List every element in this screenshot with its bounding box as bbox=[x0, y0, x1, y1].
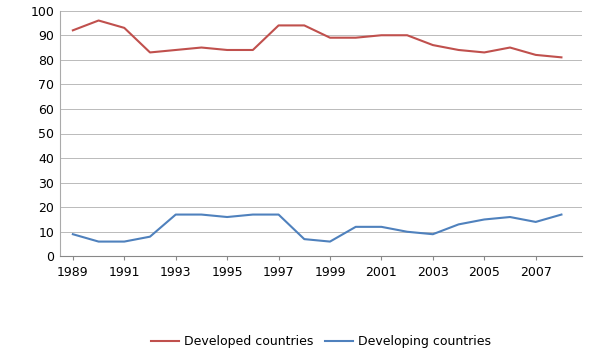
Developed countries bbox=[429, 43, 436, 47]
Developing countries bbox=[326, 240, 334, 244]
Developing countries bbox=[558, 213, 565, 217]
Legend: Developed countries, Developing countries: Developed countries, Developing countrie… bbox=[146, 330, 496, 353]
Developed countries bbox=[506, 46, 514, 50]
Developed countries bbox=[146, 50, 154, 54]
Developing countries bbox=[146, 235, 154, 239]
Developed countries bbox=[326, 36, 334, 40]
Developing countries bbox=[198, 213, 205, 217]
Developed countries bbox=[121, 26, 128, 30]
Developed countries bbox=[275, 23, 282, 27]
Developing countries bbox=[69, 232, 76, 236]
Developed countries bbox=[352, 36, 359, 40]
Developed countries bbox=[378, 33, 385, 37]
Developed countries bbox=[224, 48, 231, 52]
Developed countries bbox=[532, 53, 539, 57]
Developing countries bbox=[481, 217, 488, 221]
Developing countries bbox=[378, 225, 385, 229]
Developing countries bbox=[275, 213, 282, 217]
Developed countries bbox=[481, 50, 488, 54]
Developing countries bbox=[95, 240, 102, 244]
Developed countries bbox=[69, 28, 76, 32]
Developing countries bbox=[352, 225, 359, 229]
Developing countries bbox=[249, 213, 256, 217]
Developing countries bbox=[121, 240, 128, 244]
Developed countries bbox=[455, 48, 462, 52]
Developed countries bbox=[172, 48, 179, 52]
Developing countries bbox=[506, 215, 514, 219]
Line: Developed countries: Developed countries bbox=[73, 21, 562, 57]
Developing countries bbox=[172, 213, 179, 217]
Line: Developing countries: Developing countries bbox=[73, 215, 562, 242]
Developed countries bbox=[95, 19, 102, 23]
Developed countries bbox=[301, 23, 308, 27]
Developed countries bbox=[198, 46, 205, 50]
Developing countries bbox=[455, 222, 462, 226]
Developed countries bbox=[404, 33, 411, 37]
Developing countries bbox=[224, 215, 231, 219]
Developed countries bbox=[249, 48, 256, 52]
Developing countries bbox=[301, 237, 308, 241]
Developing countries bbox=[404, 230, 411, 234]
Developed countries bbox=[558, 55, 565, 59]
Developing countries bbox=[532, 220, 539, 224]
Developing countries bbox=[429, 232, 436, 236]
